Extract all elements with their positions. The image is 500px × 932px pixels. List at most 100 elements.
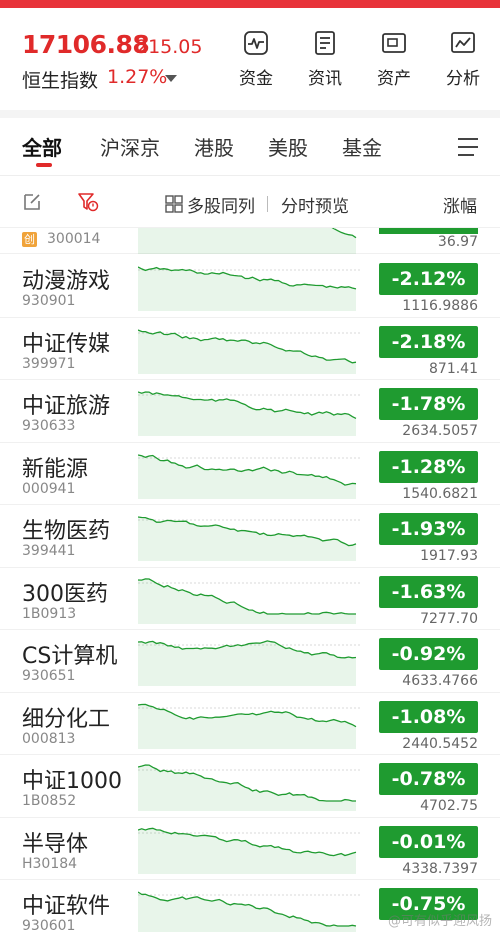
intraday-sparkline — [138, 577, 360, 624]
list-item[interactable]: 中证软件 930601 -0.75% — [0, 880, 500, 932]
pulse-chart-icon — [244, 31, 268, 55]
index-name: 中证软件 — [22, 894, 111, 919]
intraday-preview-button[interactable]: 分时预览 — [281, 197, 349, 217]
index-name: CS计算机 — [22, 644, 118, 669]
dropdown-caret-icon[interactable] — [165, 75, 177, 82]
sparkline-area — [138, 578, 356, 624]
grid-icon — [165, 195, 183, 213]
index-code: 399441 — [22, 543, 76, 559]
index-name: 半导体 — [22, 831, 89, 857]
tab-us-stocks[interactable]: 美股 — [268, 136, 308, 160]
index-value[interactable]: 17106.88 — [22, 30, 150, 59]
index-code: 930633 — [22, 418, 76, 434]
sort-by-change-button[interactable]: 涨幅 — [443, 197, 477, 217]
index-name: 细分化工 — [22, 706, 111, 732]
change-badge: -1.08% — [379, 700, 478, 733]
intraday-sparkline — [138, 891, 360, 932]
sparkline-area — [138, 267, 356, 311]
funds-label: 资金 — [239, 69, 273, 89]
index-price: 7277.70 — [420, 610, 478, 627]
list-item[interactable]: 细分化工 000813 -1.08% 2440.5452 — [0, 693, 500, 755]
sparkline-line — [138, 516, 357, 547]
intraday-sparkline — [138, 391, 360, 436]
watchlist: 创 300014 36.97 动漫游戏 930901 -2.12% 1116.9886… — [0, 228, 500, 932]
section-divider — [0, 110, 500, 118]
list-item[interactable]: 300医药 1B0913 -1.63% 7277.70 — [0, 568, 500, 630]
index-price: 4702.75 — [420, 798, 478, 814]
intraday-sparkline — [138, 328, 360, 374]
intraday-sparkline — [138, 516, 360, 561]
list-item[interactable]: CS计算机 930651 -0.92% 4633.4766 — [0, 630, 500, 693]
analysis-button[interactable]: 分析 — [435, 30, 491, 92]
intraday-sparkline — [138, 764, 360, 811]
multi-stock-button[interactable]: 多股同列 — [187, 197, 255, 217]
list-item[interactable]: 创 300014 36.97 — [0, 228, 500, 254]
index-price: 2634.5057 — [402, 423, 478, 439]
change-badge: -2.18% — [379, 325, 478, 358]
tab-a-shares[interactable]: 沪深京 — [100, 136, 160, 160]
chinext-badge: 创 — [22, 232, 37, 247]
sparkline-area — [138, 228, 356, 254]
change-badge — [379, 228, 478, 234]
tab-hk-stocks[interactable]: 港股 — [194, 136, 234, 160]
change-badge: -0.75% — [379, 888, 478, 920]
list-item[interactable]: 新能源 000941 -1.28% 1540.6821 — [0, 443, 500, 505]
index-code: 930601 — [22, 918, 76, 932]
change-badge: -1.93% — [379, 513, 478, 545]
index-code: 000941 — [22, 480, 76, 497]
index-code: 000813 — [22, 730, 76, 747]
change-badge: -0.01% — [379, 825, 478, 858]
change-badge: -2.12% — [379, 263, 478, 295]
filter-icon[interactable] — [77, 191, 99, 213]
intraday-sparkline — [138, 703, 360, 749]
sparkline-line — [138, 266, 357, 290]
list-item[interactable]: 中证旅游 930633 -1.78% 2634.5057 — [0, 380, 500, 443]
tab-funds[interactable]: 基金 — [342, 136, 382, 160]
index-price: 4338.7397 — [402, 860, 478, 877]
index-code: 399971 — [22, 355, 76, 372]
change-badge: -0.92% — [379, 638, 478, 670]
index-name[interactable]: 恒生指数 — [22, 70, 99, 92]
index-code: 930901 — [22, 293, 76, 309]
assets-button[interactable]: 资产 — [366, 30, 422, 92]
sparkline-line — [138, 827, 357, 856]
index-name: 300医药 — [22, 581, 108, 607]
sparkline-line — [138, 640, 357, 659]
sparkline-line — [138, 764, 356, 802]
index-header: 17106.88 215.05 恒生指数 1.27% 资金 资讯 资产 分析 — [0, 8, 500, 110]
top-accent-strip — [0, 0, 500, 8]
sparkline-area — [138, 392, 356, 436]
index-price: 1917.93 — [420, 548, 478, 564]
list-item[interactable]: 中证传媒 399971 -2.18% 871.41 — [0, 318, 500, 380]
index-code: 930651 — [22, 668, 76, 684]
menu-icon[interactable] — [458, 138, 478, 162]
sparkline-area — [138, 703, 356, 749]
sparkline-area — [138, 640, 356, 686]
funds-button[interactable]: 资金 — [228, 30, 284, 92]
index-name: 生物医药 — [22, 519, 111, 544]
sparkline-area — [138, 827, 356, 874]
intraday-sparkline — [138, 453, 360, 499]
list-item[interactable]: 动漫游戏 930901 -2.12% 1116.9886 — [0, 255, 500, 318]
tab-all[interactable]: 全部 — [22, 136, 62, 160]
stock-price: 36.97 — [437, 234, 478, 250]
index-name: 动漫游戏 — [22, 269, 111, 294]
market-tabs: 全部 沪深京 港股 美股 基金 — [0, 118, 500, 176]
index-name: 新能源 — [22, 456, 89, 482]
list-item[interactable]: 中证1000 1B0852 -0.78% 4702.75 — [0, 755, 500, 818]
watermark-text: @可有似乎迎风扬 — [388, 914, 493, 929]
change-badge: -0.78% — [379, 763, 478, 795]
wallet-icon — [382, 33, 406, 53]
index-code: 1B0913 — [22, 605, 77, 622]
index-name: 中证1000 — [22, 769, 122, 794]
active-tab-indicator — [36, 163, 52, 167]
list-item[interactable]: 半导体 H30184 -0.01% 4338.7397 — [0, 818, 500, 880]
news-button[interactable]: 资讯 — [297, 30, 353, 92]
intraday-sparkline — [138, 827, 360, 874]
edit-icon[interactable] — [22, 192, 42, 212]
change-badge: -1.28% — [379, 450, 478, 483]
change-badge: -1.78% — [379, 388, 478, 420]
sparkline-line — [138, 391, 357, 419]
list-item[interactable]: 生物医药 399441 -1.93% 1917.93 — [0, 505, 500, 568]
assets-label: 资产 — [377, 69, 411, 89]
